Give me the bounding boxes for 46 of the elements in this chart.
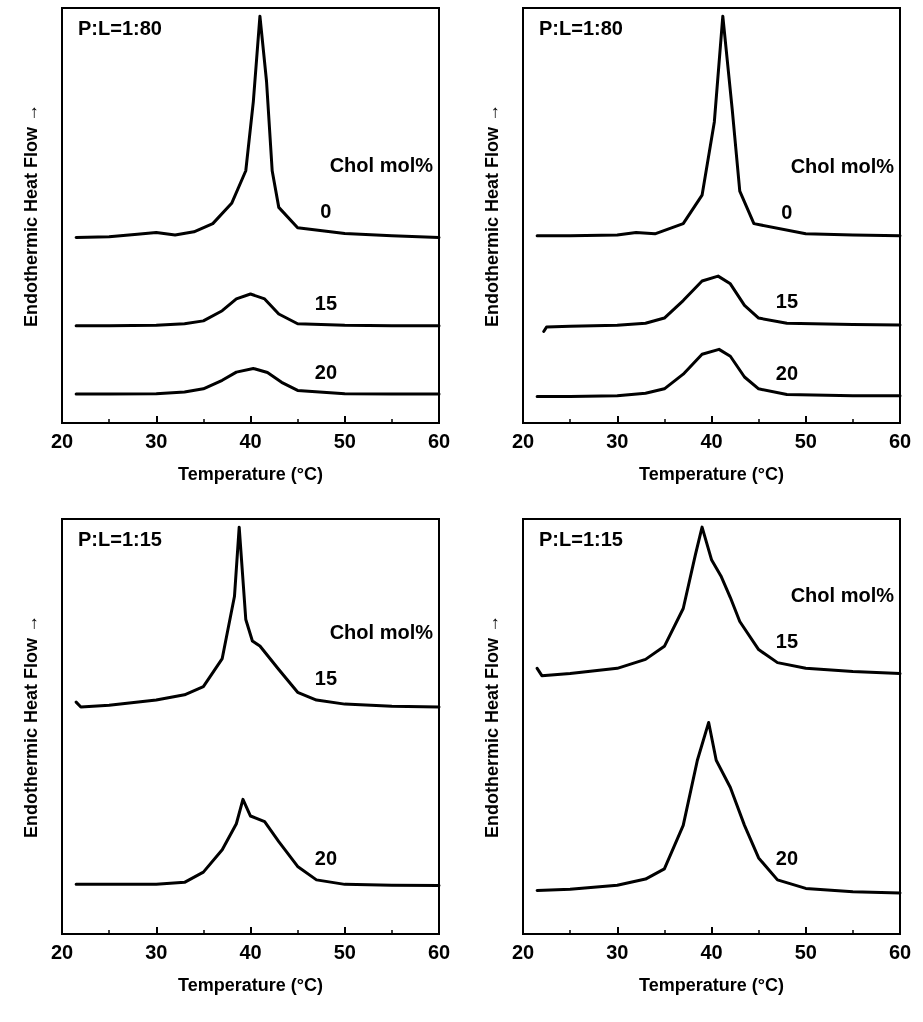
legend-title: Chol mol% <box>790 154 895 177</box>
y-axis-title: Endothermic Heat Flow → <box>21 614 41 839</box>
x-tick-label: 50 <box>794 941 817 963</box>
x-tick-label: 60 <box>427 941 451 963</box>
y-axis-title: Endothermic Heat Flow → <box>482 614 502 839</box>
series-label: 15 <box>314 667 338 690</box>
legend-title: Chol mol% <box>329 621 434 644</box>
x-tick-label: 20 <box>50 430 74 452</box>
series-label: 0 <box>320 200 332 223</box>
chart-title: P:L=1:80 <box>539 17 623 39</box>
x-tick-label: 20 <box>511 430 535 452</box>
y-axis-title: Endothermic Heat Flow → <box>21 103 41 328</box>
series-label: 20 <box>775 361 799 384</box>
x-axis-title: Temperature (°C) <box>178 464 323 484</box>
x-tick-label: 60 <box>888 941 912 963</box>
x-axis-title: Temperature (°C) <box>639 975 784 995</box>
x-tick-label: 30 <box>145 941 168 963</box>
x-tick-label: 40 <box>239 941 262 963</box>
x-tick-label: 30 <box>145 430 168 452</box>
x-axis-title: Temperature (°C) <box>639 464 784 484</box>
series-label: 20 <box>314 360 338 383</box>
x-tick-label: 50 <box>333 430 356 452</box>
legend-title: Chol mol% <box>329 154 434 177</box>
series-label: 15 <box>775 629 799 652</box>
series-label: 15 <box>775 290 799 313</box>
x-tick-label: 50 <box>794 430 817 452</box>
x-tick-label: 40 <box>239 430 262 452</box>
series-label: 15 <box>314 292 338 315</box>
series-label: 0 <box>781 200 793 223</box>
chart-title: P:L=1:15 <box>78 528 162 550</box>
chart-title: P:L=1:80 <box>78 17 162 39</box>
series-label: 20 <box>775 846 799 869</box>
series-label: 20 <box>314 846 338 869</box>
x-tick-label: 20 <box>50 941 74 963</box>
x-tick-label: 50 <box>333 941 356 963</box>
x-tick-label: 60 <box>888 430 912 452</box>
x-tick-label: 60 <box>427 430 451 452</box>
y-axis-title: Endothermic Heat Flow → <box>482 103 502 328</box>
chart-title: P:L=1:15 <box>539 528 623 550</box>
x-tick-label: 40 <box>700 430 723 452</box>
legend-title: Chol mol% <box>790 583 895 606</box>
x-tick-label: 30 <box>606 941 629 963</box>
x-tick-label: 30 <box>606 430 629 452</box>
x-tick-label: 40 <box>700 941 723 963</box>
x-axis-title: Temperature (°C) <box>178 975 323 995</box>
x-tick-label: 20 <box>511 941 535 963</box>
